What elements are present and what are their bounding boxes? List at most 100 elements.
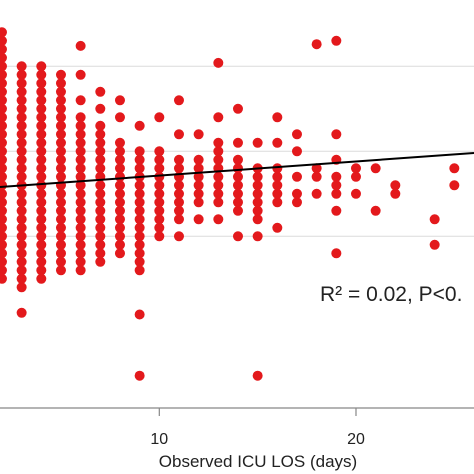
point — [213, 57, 224, 68]
point — [55, 129, 66, 140]
point — [16, 197, 27, 208]
point — [173, 214, 184, 225]
point — [95, 163, 106, 174]
point — [232, 231, 243, 242]
point — [55, 197, 66, 208]
point — [95, 205, 106, 216]
point — [213, 146, 224, 157]
point — [232, 171, 243, 182]
point — [252, 197, 263, 208]
point — [95, 103, 106, 114]
point — [291, 188, 302, 199]
point — [252, 214, 263, 225]
point — [252, 231, 263, 242]
point — [291, 129, 302, 140]
point — [55, 137, 66, 148]
point — [114, 163, 125, 174]
point — [55, 222, 66, 233]
point — [213, 197, 224, 208]
point — [75, 180, 86, 191]
point — [55, 256, 66, 267]
point — [36, 163, 47, 174]
point — [114, 154, 125, 165]
point — [36, 69, 47, 80]
point — [114, 95, 125, 106]
point — [232, 103, 243, 114]
point — [0, 69, 7, 80]
point — [55, 120, 66, 131]
point — [429, 239, 440, 250]
point — [36, 180, 47, 191]
point — [134, 239, 145, 250]
point — [55, 188, 66, 199]
point — [75, 95, 86, 106]
point — [0, 61, 7, 72]
point — [134, 309, 145, 320]
point — [95, 146, 106, 157]
point — [134, 180, 145, 191]
point — [75, 69, 86, 80]
point — [272, 180, 283, 191]
point — [370, 205, 381, 216]
point — [16, 256, 27, 267]
point — [114, 248, 125, 259]
x-axis-label: Observed ICU LOS (days) — [159, 452, 357, 471]
point — [95, 137, 106, 148]
point — [134, 231, 145, 242]
point — [134, 205, 145, 216]
point — [114, 197, 125, 208]
point — [272, 171, 283, 182]
point — [449, 163, 460, 174]
point — [193, 188, 204, 199]
point — [36, 231, 47, 242]
point — [0, 222, 7, 233]
point — [370, 163, 381, 174]
point — [75, 197, 86, 208]
point — [36, 120, 47, 131]
point — [55, 248, 66, 259]
point — [0, 163, 7, 174]
x-tick-label: 10 — [150, 431, 168, 448]
point — [193, 129, 204, 140]
point — [134, 120, 145, 131]
point — [252, 370, 263, 381]
point — [95, 197, 106, 208]
point — [36, 86, 47, 97]
point — [272, 137, 283, 148]
point — [16, 214, 27, 225]
point — [36, 273, 47, 284]
point — [36, 146, 47, 157]
point — [55, 265, 66, 276]
point — [272, 188, 283, 199]
point — [16, 188, 27, 199]
point — [75, 188, 86, 199]
point — [272, 197, 283, 208]
point — [154, 214, 165, 225]
point — [173, 163, 184, 174]
point — [331, 205, 342, 216]
point — [16, 137, 27, 148]
point — [0, 137, 7, 148]
point — [134, 163, 145, 174]
point — [75, 256, 86, 267]
point — [16, 146, 27, 157]
point — [0, 146, 7, 157]
point — [16, 69, 27, 80]
point — [213, 112, 224, 123]
point — [36, 205, 47, 216]
point — [16, 103, 27, 114]
point — [75, 265, 86, 276]
point — [95, 129, 106, 140]
point — [154, 154, 165, 165]
point — [154, 197, 165, 208]
point — [193, 154, 204, 165]
point — [114, 205, 125, 216]
point — [173, 95, 184, 106]
point — [350, 188, 361, 199]
point — [36, 154, 47, 165]
point — [0, 273, 7, 284]
point — [0, 154, 7, 165]
point — [16, 86, 27, 97]
point — [173, 188, 184, 199]
